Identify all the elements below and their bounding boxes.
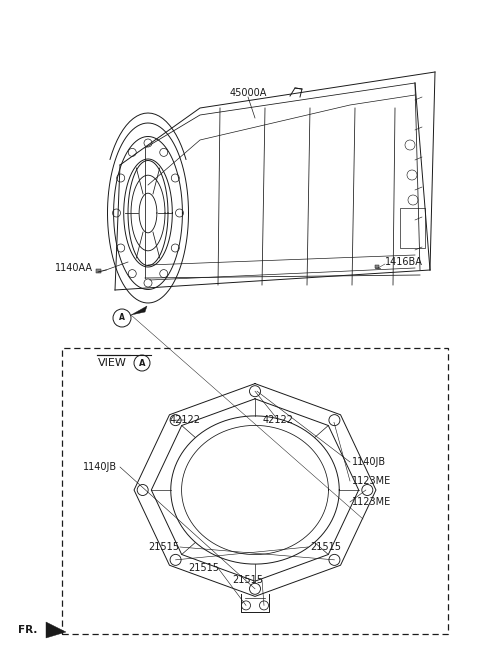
Text: FR.: FR. — [18, 625, 37, 635]
Text: 42122: 42122 — [169, 415, 201, 425]
Text: 1140JB: 1140JB — [83, 462, 117, 472]
Text: 1140AA: 1140AA — [55, 263, 93, 273]
Polygon shape — [46, 622, 66, 638]
Text: 42122: 42122 — [263, 415, 293, 425]
Text: 1416BA: 1416BA — [385, 257, 423, 267]
Bar — [375, 265, 379, 268]
Text: 1123ME: 1123ME — [352, 497, 391, 507]
Text: VIEW: VIEW — [98, 358, 127, 368]
Polygon shape — [131, 306, 147, 315]
Text: 21515: 21515 — [148, 542, 179, 552]
Text: A: A — [139, 358, 145, 367]
Text: 21515: 21515 — [232, 575, 263, 585]
Text: 21515: 21515 — [310, 542, 341, 552]
Bar — [400, 208, 425, 248]
Bar — [96, 269, 101, 273]
Text: 1140JB: 1140JB — [352, 457, 386, 467]
Text: A: A — [119, 314, 125, 323]
Text: 1123ME: 1123ME — [352, 476, 391, 486]
Text: 45000A: 45000A — [229, 88, 267, 98]
Text: 21515: 21515 — [188, 563, 219, 573]
